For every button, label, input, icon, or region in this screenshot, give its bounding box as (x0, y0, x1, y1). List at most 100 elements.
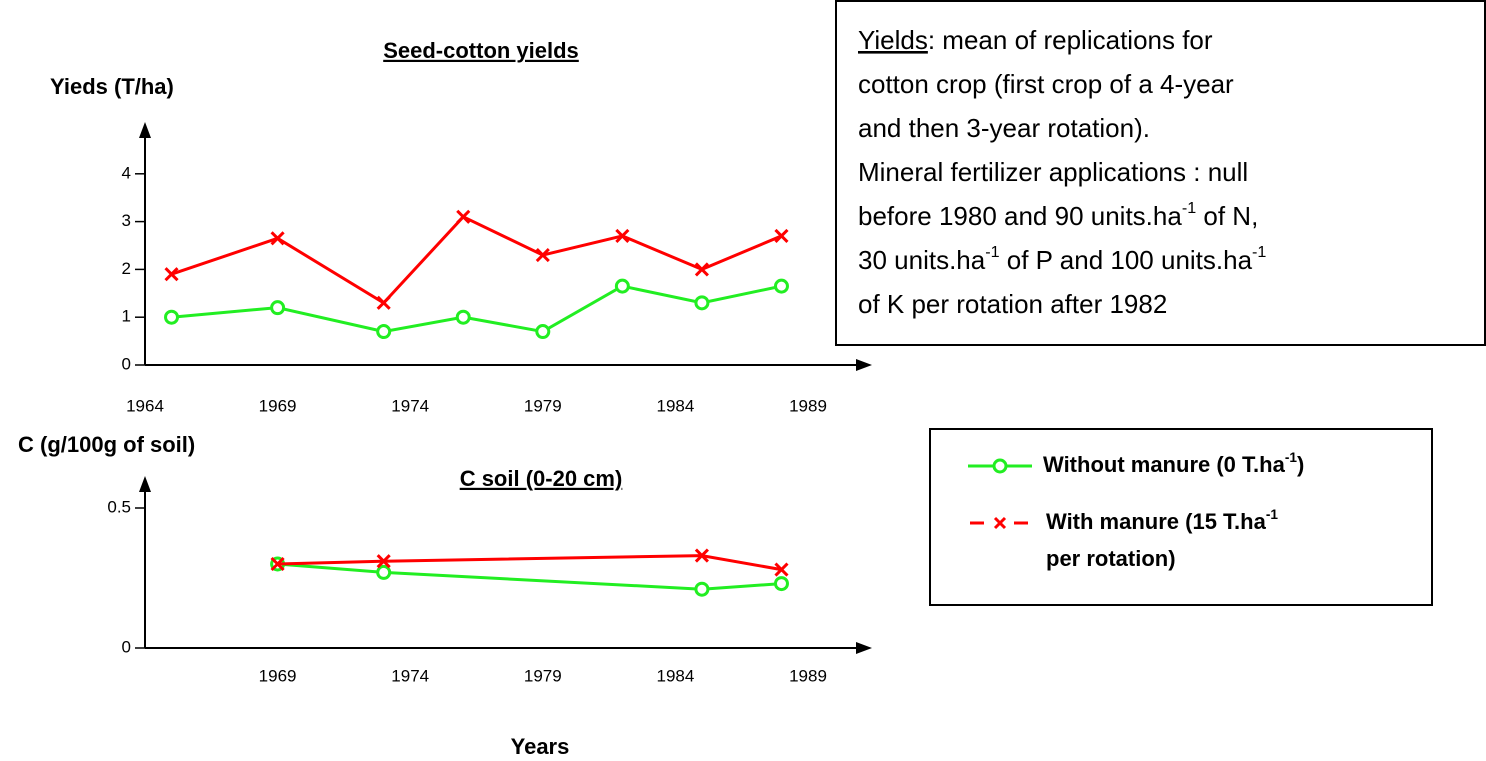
note-line: Mineral fertilizer applications : null (858, 157, 1248, 187)
note-line: before 1980 and 90 units.ha-1 of N, (858, 199, 1258, 231)
point (694, 581, 710, 597)
point (270, 300, 286, 316)
x-axis-arrow (856, 359, 872, 371)
point-stroke (164, 267, 179, 282)
legend-label: With manure (15 T.ha-1 (1046, 507, 1278, 534)
point (376, 324, 392, 340)
point (455, 309, 471, 325)
chart-title: Seed-cotton yields (383, 38, 579, 63)
text-run: : mean of replications for (928, 25, 1213, 55)
point (694, 262, 709, 277)
x-tick-label: 1979 (524, 396, 562, 415)
x-tick-label: 1969 (259, 666, 297, 685)
series-line (171, 284, 782, 334)
text-run: and then 3-year rotation). (858, 113, 1150, 143)
y-tick-label: 0 (122, 354, 131, 373)
point (376, 554, 391, 569)
y-tick-label: 2 (122, 259, 131, 278)
x-tick-label: 1979 (524, 666, 562, 685)
point-stroke (270, 231, 285, 246)
y-tick-label: 3 (122, 211, 131, 230)
y-tick-label: 1 (122, 307, 131, 326)
point (164, 267, 179, 282)
x-tick-label: 1964 (126, 396, 164, 415)
point-stroke (774, 228, 789, 244)
series-line (171, 214, 783, 305)
note-line: of K per rotation after 1982 (858, 289, 1167, 319)
legend-marker (993, 516, 1007, 530)
text-run: of K per rotation after 1982 (858, 289, 1167, 319)
point (535, 247, 550, 263)
y-tick-label: 0.5 (107, 497, 131, 516)
superscript: -1 (1252, 243, 1266, 261)
point (615, 228, 630, 244)
y-tick-label: 4 (122, 163, 131, 182)
point-stroke (376, 295, 391, 310)
point (164, 309, 180, 325)
y-tick-label: 0 (122, 637, 131, 656)
y-axis-label: C (g/100g of soil) (18, 432, 195, 457)
legend-box (929, 428, 1433, 606)
series-line (277, 554, 782, 572)
text-run: Mineral fertilizer applications : null (858, 157, 1248, 187)
x-axis-label: Years (511, 734, 570, 759)
text-run: Without manure (0 T.ha (1043, 452, 1286, 477)
x-tick-label: 1989 (789, 666, 827, 685)
point-stroke (694, 548, 709, 563)
legend-label: Without manure (0 T.ha-1) (1043, 450, 1304, 477)
point (376, 295, 391, 310)
superscript: -1 (1285, 450, 1298, 465)
point (535, 324, 551, 340)
point-stroke (615, 228, 630, 244)
text-run: 30 units.ha (858, 245, 986, 275)
note-heading: Yields (858, 25, 928, 55)
point (376, 564, 392, 580)
point-stroke (376, 554, 391, 569)
series-line (277, 562, 782, 591)
legend-label: per rotation) (1046, 546, 1176, 571)
point-stroke (270, 556, 285, 572)
note-line: 30 units.ha-1 of P and 100 units.ha-1 (858, 243, 1266, 275)
text-run: cotton crop (first crop of a 4-year (858, 69, 1234, 99)
text-run: per rotation) (1046, 546, 1176, 571)
superscript: -1 (1182, 199, 1196, 217)
x-tick-label: 1984 (656, 666, 694, 685)
text-run: of P and 100 units.ha (1000, 245, 1253, 275)
note-line: cotton crop (first crop of a 4-year (858, 69, 1234, 99)
chart-title: C soil (0-20 cm) (460, 466, 623, 491)
x-tick-label: 1974 (391, 666, 429, 685)
superscript: -1 (985, 243, 999, 261)
point-stroke (456, 209, 471, 224)
note-line: and then 3-year rotation). (858, 113, 1150, 143)
text-run: before 1980 and 90 units.ha (858, 201, 1182, 231)
superscript: -1 (1266, 507, 1279, 522)
point (270, 231, 285, 246)
note-line: Yields: mean of replications for (858, 25, 1213, 55)
point (270, 556, 285, 572)
point (456, 209, 471, 224)
point (694, 295, 710, 311)
point (614, 278, 630, 294)
x-tick-label: 1969 (259, 396, 297, 415)
y-axis-label: Yieds (T/ha) (50, 74, 174, 99)
text-run: of N, (1196, 201, 1258, 231)
point (773, 576, 789, 592)
x-tick-label: 1984 (656, 396, 694, 415)
legend-marker (992, 458, 1008, 474)
point (694, 548, 709, 563)
x-tick-label: 1989 (789, 396, 827, 415)
legend-marker-stroke (993, 516, 1007, 530)
x-tick-label: 1974 (391, 396, 429, 415)
y-axis-arrow (139, 122, 151, 138)
text-run: With manure (15 T.ha (1046, 509, 1267, 534)
note-box (835, 0, 1486, 346)
point (773, 278, 789, 294)
point-stroke (774, 562, 789, 577)
y-axis-arrow (139, 476, 151, 492)
point-stroke (694, 262, 709, 277)
point (774, 228, 789, 244)
x-axis-arrow (856, 642, 872, 654)
text-run: ) (1297, 452, 1304, 477)
point-stroke (535, 247, 550, 263)
